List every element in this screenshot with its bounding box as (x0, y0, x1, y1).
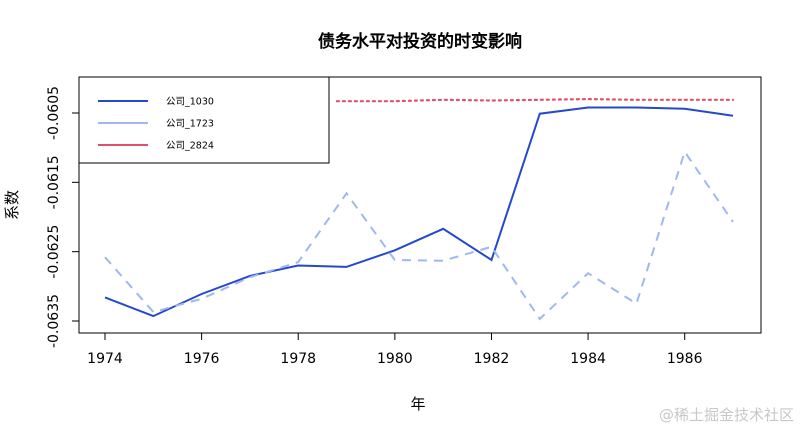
x-tick-label: 1978 (280, 351, 316, 367)
legend: 公司_1030 公司_1723 公司_2824 (78, 76, 330, 164)
legend-label: 公司_2824 (166, 141, 214, 152)
y-tick-label: -0.0615 (46, 155, 62, 209)
watermark-text: @稀土掘金技术社区 (658, 406, 794, 424)
x-axis-label: 年 (410, 395, 425, 413)
legend-label: 公司_1723 (166, 119, 214, 130)
series-line-2 (104, 149, 734, 321)
chart-title: 债务水平对投资的时变影响 (318, 31, 522, 52)
x-axis: 1974 1976 1978 1980 1982 1984 1986 (87, 332, 703, 367)
x-tick-label: 1974 (87, 351, 123, 367)
legend-label: 公司_1030 (166, 97, 214, 108)
x-tick-label: 1984 (570, 351, 606, 367)
x-tick-label: 1982 (474, 351, 510, 367)
y-tick-label: -0.0635 (46, 294, 62, 348)
x-tick-label: 1980 (377, 351, 413, 367)
legend-box (78, 76, 330, 164)
series-layer (104, 97, 735, 321)
series-line-1 (104, 106, 734, 318)
y-tick-label: -0.0625 (46, 225, 62, 279)
y-axis-label: 系数 (3, 190, 21, 220)
series-line-3 (335, 97, 735, 103)
y-axis: -0.0635 -0.0625 -0.0615 -0.0605 (46, 86, 80, 348)
y-tick-label: -0.0605 (46, 86, 62, 140)
x-tick-label: 1986 (667, 351, 703, 367)
x-tick-label: 1976 (184, 351, 220, 367)
